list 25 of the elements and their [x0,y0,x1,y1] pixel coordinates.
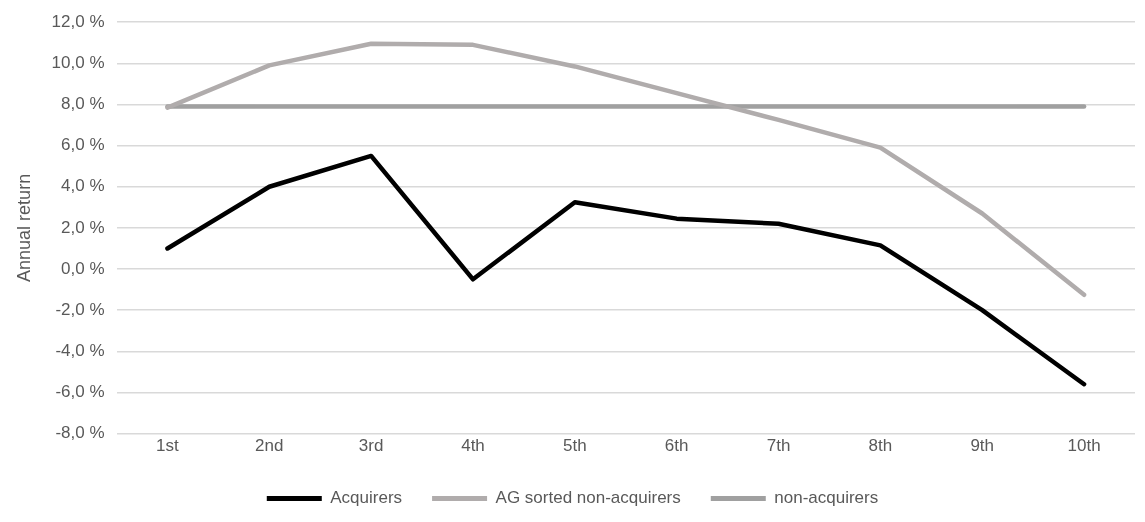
y-tick-label: 10,0 % [51,53,105,73]
x-tick-label: 9th [970,436,995,456]
y-tick-label: -8,0 % [55,423,105,443]
x-tick-label: 5th [563,436,587,456]
legend-label: AG sorted non-acquirers [495,488,681,508]
legend-label: Acquirers [330,488,403,508]
legend-label: non-acquirers [774,488,879,508]
x-tick-label: 1st [156,436,180,456]
y-tick-label: 12,0 % [51,11,105,31]
y-tick-label: -2,0 % [55,299,105,319]
x-tick-label: 10th [1067,436,1101,456]
y-tick-label: 8,0 % [61,94,105,114]
y-tick-label: -6,0 % [55,382,105,402]
x-tick-label: 8th [868,436,893,456]
x-tick-label: 6th [664,436,689,456]
y-tick-label: 0,0 % [61,258,105,278]
x-tick-label: 7th [766,436,791,456]
x-tick-label: 2nd [255,436,284,456]
y-tick-label: -4,0 % [55,341,105,361]
x-tick-label: 4th [461,436,485,456]
x-tick-label: 3rd [358,436,384,456]
y-axis-title: Annual return [13,173,34,282]
y-tick-label: 6,0 % [61,135,105,155]
y-tick-label: 4,0 % [61,176,105,196]
y-tick-label: 2,0 % [61,217,105,237]
